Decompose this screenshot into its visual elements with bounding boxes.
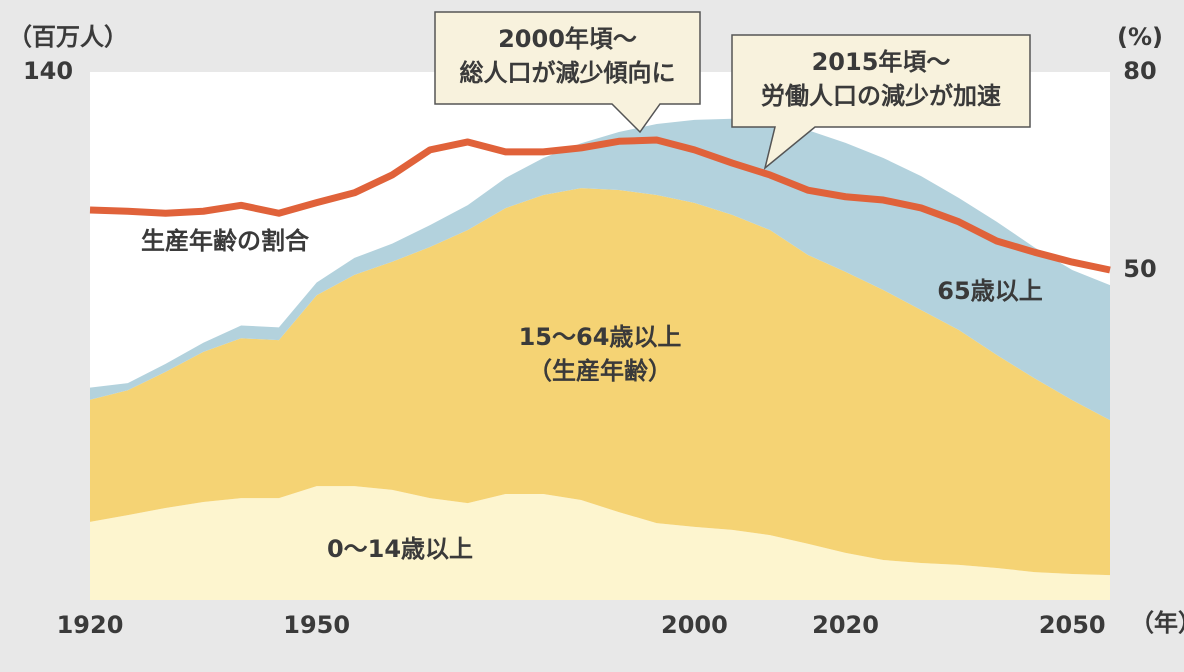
callout-text: 総人口が減少傾向に — [460, 59, 676, 87]
area — [90, 486, 1110, 600]
y-tick-label: 140 — [23, 57, 73, 85]
y2-tick-label: 80 — [1123, 57, 1156, 85]
callout-text: 2015年頃〜 — [812, 48, 951, 76]
line — [89, 136, 1111, 274]
x-tick-label: 1950 — [283, 611, 350, 639]
callout-text: 2000年頃〜 — [498, 25, 637, 53]
x-tick-label: 1920 — [57, 611, 124, 639]
series-label: 15〜64歳以上（生産年齢） — [519, 323, 682, 385]
series-label: 65歳以上 — [937, 277, 1042, 305]
series-label: 生産年齢の割合 — [141, 227, 310, 255]
x-tick-label: 2020 — [812, 611, 879, 639]
y-axis-label: （百万人） — [8, 23, 128, 51]
x-axis-label: （年） — [1130, 609, 1184, 637]
y2-axis-label: (%) — [1117, 23, 1163, 51]
callout-box — [731, 34, 1031, 171]
series-label: 0〜14歳以上 — [327, 535, 473, 563]
area — [90, 188, 1110, 576]
callout-box — [434, 11, 701, 134]
y2-tick-label: 50 — [1123, 255, 1156, 283]
x-tick-label: 2000 — [661, 611, 728, 639]
x-tick-label: 2050 — [1039, 611, 1106, 639]
callout-text: 労働人口の減少が加速 — [761, 82, 1001, 110]
